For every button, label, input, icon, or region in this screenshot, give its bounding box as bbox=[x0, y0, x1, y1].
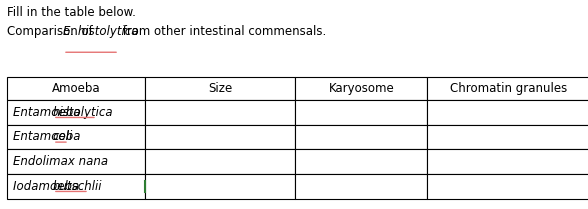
Bar bbox=[7, 174, 145, 199]
Text: Comparison of: Comparison of bbox=[7, 25, 96, 38]
Text: Amoeba: Amoeba bbox=[52, 82, 101, 95]
Bar bbox=[427, 77, 588, 100]
Text: Karyosome: Karyosome bbox=[329, 82, 394, 95]
Text: Entamoeba: Entamoeba bbox=[13, 106, 84, 119]
Text: Fill in the table below.: Fill in the table below. bbox=[7, 6, 136, 19]
Bar bbox=[7, 125, 145, 149]
Bar bbox=[427, 149, 588, 174]
Bar bbox=[295, 149, 427, 174]
Bar bbox=[145, 100, 295, 125]
Bar bbox=[7, 149, 145, 174]
Bar bbox=[295, 77, 427, 100]
Text: Endolimax nana: Endolimax nana bbox=[13, 155, 108, 168]
Text: from other intestinal commensals.: from other intestinal commensals. bbox=[119, 25, 326, 38]
Text: Chromatin granules: Chromatin granules bbox=[450, 82, 567, 95]
Bar bbox=[427, 125, 588, 149]
Bar bbox=[145, 174, 295, 199]
Bar bbox=[295, 174, 427, 199]
Text: Iodamoeba: Iodamoeba bbox=[13, 180, 83, 193]
Bar bbox=[7, 77, 145, 100]
Text: coli: coli bbox=[53, 130, 73, 143]
Bar bbox=[295, 125, 427, 149]
Text: Entamoeba: Entamoeba bbox=[13, 130, 84, 143]
Bar bbox=[427, 100, 588, 125]
Text: histolytica: histolytica bbox=[53, 106, 113, 119]
Bar bbox=[7, 100, 145, 125]
Bar bbox=[145, 149, 295, 174]
Bar bbox=[295, 100, 427, 125]
Bar bbox=[145, 125, 295, 149]
Bar bbox=[427, 174, 588, 199]
Bar bbox=[145, 77, 295, 100]
Text: butschlii: butschlii bbox=[53, 180, 102, 193]
Text: Size: Size bbox=[208, 82, 232, 95]
Text: E. histolytica: E. histolytica bbox=[63, 25, 139, 38]
